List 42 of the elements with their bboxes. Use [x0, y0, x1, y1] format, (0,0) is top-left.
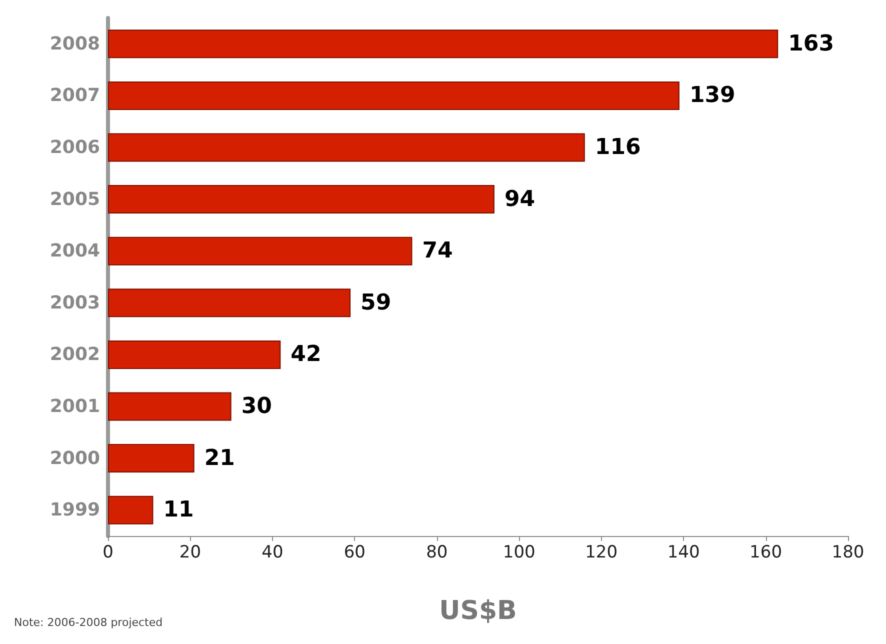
x-tick-label: 80 [426, 542, 448, 562]
data-label: 21 [204, 446, 235, 471]
data-label: 30 [241, 394, 272, 419]
data-label: 163 [788, 31, 834, 56]
y-tick-label: 2001 [50, 396, 100, 417]
y-tick-label: 2008 [50, 33, 100, 54]
x-tick-label: 100 [502, 542, 536, 562]
x-tick-label: 60 [344, 542, 366, 562]
x-axis-title: US$B [439, 596, 517, 626]
data-label: 59 [360, 290, 392, 316]
y-tick-label: 2004 [50, 240, 100, 262]
y-tick-label: 2000 [50, 448, 100, 469]
data-label: 11 [163, 498, 194, 523]
data-label: 94 [504, 186, 536, 212]
data-label: 116 [594, 135, 641, 160]
y-tick-label: 2003 [50, 292, 100, 314]
x-tick-label: 120 [585, 542, 618, 562]
bar [108, 236, 412, 266]
x-tick-label: 140 [667, 542, 700, 562]
y-tick-label: 2002 [50, 344, 100, 366]
data-label: 74 [422, 238, 453, 264]
x-tick-label: 20 [179, 542, 202, 562]
x-tick-label: 180 [832, 542, 864, 562]
bar [108, 340, 281, 369]
bar [108, 444, 194, 473]
y-tick-label: 2005 [50, 188, 100, 210]
x-tick-label: 160 [750, 542, 782, 562]
bar [108, 288, 351, 318]
y-tick-label: 2006 [50, 137, 100, 158]
bar [108, 392, 232, 421]
y-tick-label: 2007 [50, 85, 100, 106]
text: Note: 2006-2008 projected [14, 616, 163, 629]
bar [108, 81, 680, 110]
x-tick-label: 40 [262, 542, 284, 562]
bar [108, 496, 154, 524]
bar [108, 185, 494, 214]
x-tick-label: 0 [102, 542, 114, 562]
y-tick-label: 1999 [50, 500, 100, 521]
data-label: 42 [290, 342, 322, 368]
data-label: 139 [689, 83, 736, 108]
bar [108, 30, 778, 58]
bar [108, 133, 585, 162]
